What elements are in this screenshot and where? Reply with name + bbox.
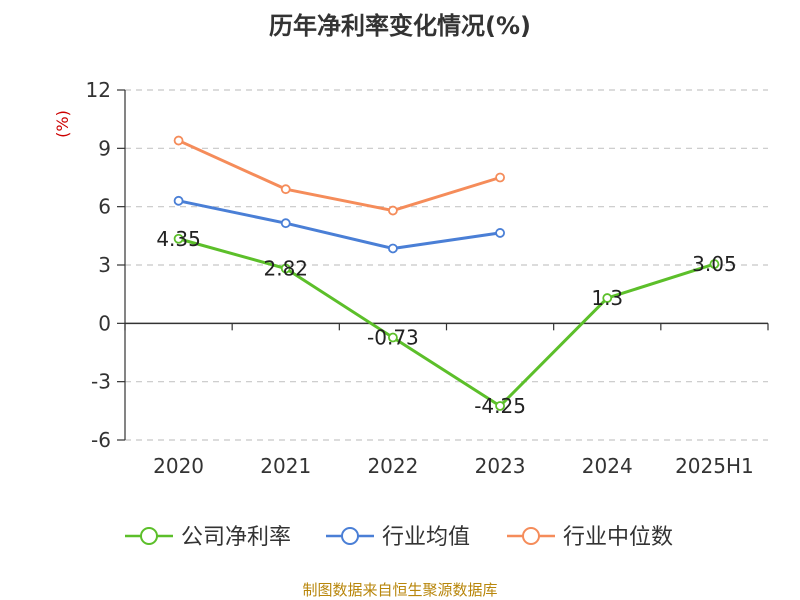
legend-item[interactable]: 公司净利率 <box>125 525 291 550</box>
series-line <box>178 237 715 408</box>
data-point[interactable] <box>280 184 291 195</box>
legend-marker-icon <box>140 527 158 545</box>
data-label: 1.3 <box>591 286 623 310</box>
legend-label: 行业均值 <box>382 525 470 550</box>
data-label: 2.82 <box>263 257 308 281</box>
y-tick-label: -6 <box>91 428 111 452</box>
legend-item[interactable]: 行业中位数 <box>507 525 673 550</box>
x-tick-label: 2025H1 <box>675 454 754 478</box>
x-tick-label: 2022 <box>367 454 418 478</box>
series-line <box>178 199 501 250</box>
data-label: -4.25 <box>474 394 526 418</box>
data-label: 4.35 <box>156 227 201 251</box>
y-tick-label: 0 <box>98 311 111 335</box>
axes: 12 9 6 3 0 -3 -6 2020 2021 2022 2023 2024 2025H1 <box>86 78 769 478</box>
gridlines <box>125 89 768 441</box>
data-point[interactable] <box>602 293 613 303</box>
data-point[interactable] <box>495 401 505 411</box>
y-tick-label: 6 <box>98 195 111 219</box>
data-label: 3.05 <box>692 252 737 276</box>
data-labels: 4.35 2.82 -0.73 -4.25 1.3 3.05 <box>156 227 736 418</box>
chart-title: 历年净利率变化情况(%) <box>269 12 531 40</box>
data-point[interactable] <box>495 228 505 238</box>
source-note: 制图数据来自恒生聚源数据库 <box>302 581 497 599</box>
x-tick-label: 2024 <box>582 454 633 478</box>
data-point[interactable] <box>173 135 184 146</box>
x-tick-label: 2020 <box>153 454 204 478</box>
y-tick-label: 3 <box>98 253 111 277</box>
series-lines <box>173 135 720 411</box>
data-point[interactable] <box>709 259 720 269</box>
legend[interactable]: 公司净利率 行业均值 行业中位数 <box>125 525 673 550</box>
data-point[interactable] <box>388 332 398 343</box>
data-label: -0.73 <box>367 326 419 350</box>
y-tick-label: -3 <box>91 370 111 394</box>
legend-marker-icon <box>522 527 540 545</box>
legend-label: 公司净利率 <box>181 525 291 550</box>
data-point[interactable] <box>173 233 184 244</box>
y-axis-label: (%) <box>53 110 72 138</box>
legend-marker-icon <box>341 527 359 545</box>
y-tick-label: 9 <box>98 136 111 160</box>
data-point[interactable] <box>495 172 505 183</box>
legend-label: 行业中位数 <box>563 525 673 550</box>
data-point[interactable] <box>280 218 291 229</box>
data-point[interactable] <box>280 263 291 274</box>
series-line <box>177 139 501 213</box>
x-tick-label: 2021 <box>260 454 311 478</box>
y-tick-label: 12 <box>86 78 111 102</box>
data-point[interactable] <box>173 195 184 206</box>
legend-item[interactable]: 行业均值 <box>326 525 470 550</box>
data-point[interactable] <box>388 205 398 216</box>
data-point[interactable] <box>388 243 398 254</box>
x-tick-label: 2023 <box>475 454 526 478</box>
